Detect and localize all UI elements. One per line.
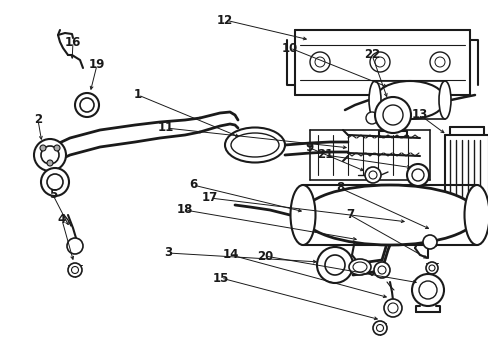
- Circle shape: [369, 52, 389, 72]
- Ellipse shape: [368, 81, 380, 119]
- Circle shape: [364, 167, 380, 183]
- Ellipse shape: [348, 259, 370, 275]
- Circle shape: [373, 262, 389, 278]
- Circle shape: [67, 238, 83, 254]
- Text: 13: 13: [411, 108, 427, 121]
- Text: 2: 2: [34, 113, 42, 126]
- Circle shape: [411, 274, 443, 306]
- Text: 8: 8: [335, 181, 344, 194]
- Circle shape: [383, 299, 401, 317]
- Text: 15: 15: [212, 271, 229, 284]
- Circle shape: [374, 97, 410, 133]
- Circle shape: [422, 235, 436, 249]
- Circle shape: [365, 112, 377, 124]
- Circle shape: [309, 52, 329, 72]
- Circle shape: [68, 263, 82, 277]
- Text: 5: 5: [49, 189, 57, 202]
- Circle shape: [406, 164, 428, 186]
- Text: 3: 3: [163, 247, 172, 260]
- Ellipse shape: [438, 81, 450, 119]
- Text: 20: 20: [256, 249, 273, 262]
- Text: 17: 17: [202, 192, 218, 204]
- Text: 6: 6: [188, 179, 197, 192]
- Ellipse shape: [302, 185, 476, 245]
- Text: 14: 14: [223, 248, 239, 261]
- Circle shape: [75, 93, 99, 117]
- Text: 19: 19: [89, 58, 105, 72]
- Circle shape: [41, 168, 69, 196]
- Circle shape: [429, 52, 449, 72]
- Circle shape: [372, 321, 386, 335]
- Text: 12: 12: [217, 13, 233, 27]
- Ellipse shape: [224, 127, 285, 162]
- Text: 1: 1: [134, 89, 142, 102]
- Text: 4: 4: [58, 213, 66, 226]
- Circle shape: [316, 247, 352, 283]
- Text: 7: 7: [345, 208, 353, 221]
- Circle shape: [34, 139, 66, 171]
- Text: 18: 18: [177, 203, 193, 216]
- Circle shape: [425, 262, 437, 274]
- Text: 16: 16: [65, 36, 81, 49]
- Ellipse shape: [374, 81, 444, 119]
- Ellipse shape: [464, 185, 488, 245]
- Ellipse shape: [290, 185, 315, 245]
- Text: 9: 9: [305, 141, 313, 154]
- Text: 22: 22: [363, 49, 379, 62]
- Text: 21: 21: [316, 148, 332, 162]
- Circle shape: [54, 145, 60, 151]
- Circle shape: [47, 160, 53, 166]
- Text: 10: 10: [281, 41, 298, 54]
- Text: 11: 11: [158, 121, 174, 135]
- Circle shape: [40, 145, 46, 151]
